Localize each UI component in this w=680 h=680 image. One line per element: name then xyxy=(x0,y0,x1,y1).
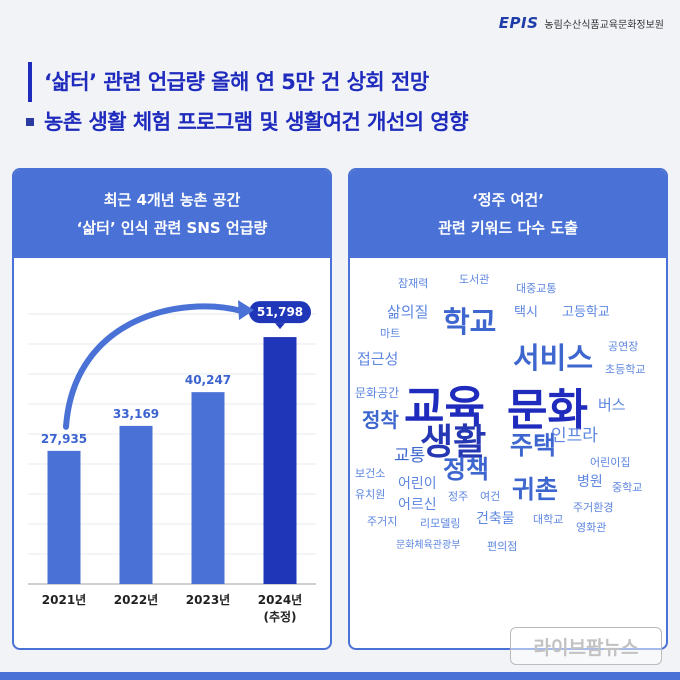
bar xyxy=(191,392,225,584)
data-label: 51,798 xyxy=(257,305,303,319)
keyword: 중학교 xyxy=(612,481,643,494)
x-tick-label: 2022년 xyxy=(114,593,158,607)
keyword: 학교 xyxy=(443,305,497,339)
keyword: 문화 xyxy=(507,385,588,436)
keyword: 병원 xyxy=(577,474,603,490)
x-tick-label: 2023년 xyxy=(186,593,230,607)
title-accent-dot xyxy=(26,118,34,126)
chart-header-line-2: ‘삶터’ 인식 관련 SNS 언급량 xyxy=(76,219,268,237)
keyword: 문화체육관광부 xyxy=(396,540,461,551)
keyword: 리모델링 xyxy=(420,517,461,530)
keyword: 귀촌 xyxy=(512,475,559,504)
keyword: 유치원 xyxy=(355,488,386,501)
keyword: 주택 xyxy=(510,431,557,460)
sns-mentions-bar-chart: 27,935 2021년 33,169 2022년 40,247 2023년 51,798 2… xyxy=(28,300,316,624)
keyword: 잠재력 xyxy=(398,277,429,290)
keyword: 주거지 xyxy=(367,515,398,528)
keyword: 버스 xyxy=(598,396,626,414)
bottom-accent-bar xyxy=(0,672,680,680)
keyword: 초등학교 xyxy=(605,363,646,376)
keyword: 어르신 xyxy=(398,497,437,513)
keyword: 어린이집 xyxy=(590,456,631,469)
keyword: 보건소 xyxy=(355,467,386,480)
keyword: 정책 xyxy=(443,455,490,484)
bar xyxy=(119,425,153,584)
keyword: 어린이 xyxy=(398,476,437,492)
brand: EPIS 농림수산식품교육문화정보원 xyxy=(499,14,664,32)
data-label: 27,935 xyxy=(41,432,87,446)
keyword: 인프라 xyxy=(551,426,598,446)
epis-logo: EPIS xyxy=(498,14,539,32)
keyword: 주거환경 xyxy=(573,501,614,514)
keyword: 마트 xyxy=(380,327,401,340)
chart-panel-header: 최근 4개년 농촌 공간 ‘삶터’ 인식 관련 SNS 언급량 xyxy=(14,170,330,258)
sns-mentions-panel: 최근 4개년 농촌 공간 ‘삶터’ 인식 관련 SNS 언급량 27,935 20… xyxy=(12,168,332,650)
x-tick-label: 2021년 xyxy=(42,593,86,607)
watermark: 라이브팜뉴스 xyxy=(510,627,662,665)
x-tick-sublabel: (추정) xyxy=(263,609,296,624)
keyword: 편의점 xyxy=(487,540,518,553)
data-label: 40,247 xyxy=(185,373,231,387)
keyword: 정주 xyxy=(448,490,469,503)
keyword: 택시 xyxy=(514,305,538,320)
keyword: 삶의질 xyxy=(387,303,429,321)
keyword-header-line-1: ‘정주 여건’ xyxy=(472,191,544,209)
keyword: 건축물 xyxy=(476,511,515,527)
bar xyxy=(263,337,297,584)
title-line-1: ‘삶터’ 관련 언급량 올해 연 5만 건 상회 전망 xyxy=(44,70,429,94)
keyword: 도서관 xyxy=(459,273,490,286)
keyword: 접근성 xyxy=(357,350,399,368)
keyword: 영화관 xyxy=(576,521,607,534)
brand-name: 농림수산식품교육문화정보원 xyxy=(544,19,664,31)
value-callout-pointer xyxy=(275,323,285,330)
chart-header-line-1: 최근 4개년 농촌 공간 xyxy=(103,191,241,209)
keyword-panel-header: ‘정주 여건’ 관련 키워드 다수 도출 xyxy=(350,170,666,258)
value-callout xyxy=(249,301,311,324)
keyword: 생활 xyxy=(420,422,487,463)
title-accent-bar xyxy=(28,62,32,102)
keyword: 공연장 xyxy=(608,340,639,353)
keyword: 문화공간 xyxy=(355,386,400,400)
keyword: 여건 xyxy=(480,490,501,503)
keyword: 대학교 xyxy=(533,513,564,526)
keyword: 교통 xyxy=(394,446,426,466)
keyword: 대중교통 xyxy=(516,282,557,295)
keyword: 교육 xyxy=(404,382,485,433)
growth-arrowhead xyxy=(238,300,254,321)
data-label: 33,169 xyxy=(113,407,159,421)
keyword: 서비스 xyxy=(513,341,594,375)
keyword-header-line-2: 관련 키워드 다수 도출 xyxy=(438,219,578,237)
keyword: 정착 xyxy=(362,408,399,432)
title-line-2: 농촌 생활 체험 프로그램 및 생활여건 개선의 영향 xyxy=(44,110,469,134)
keyword: 고등학교 xyxy=(562,305,610,320)
growth-arrow xyxy=(63,303,245,430)
x-tick-label: 2024년 xyxy=(258,593,302,607)
bar xyxy=(47,450,81,584)
